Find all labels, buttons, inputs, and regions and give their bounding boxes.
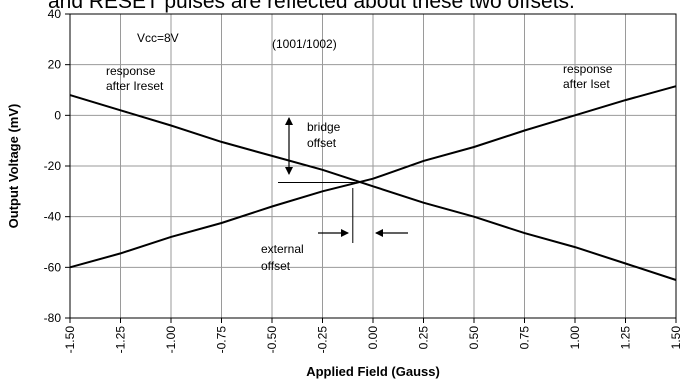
part-number-annotation: (1001/1002) [272,37,337,51]
reset-label-line-1: response [106,64,156,78]
y-axis-ticks: -80 -60 -40 -20 0 20 40 [44,7,70,325]
x-tick-label: -0.75 [215,326,229,354]
set-label-line-1: response [563,62,613,76]
y-tick-label: 40 [48,7,62,21]
x-tick-label: 0.25 [417,326,431,350]
y-tick-label: -60 [44,260,62,274]
x-tick-label: -0.25 [316,326,330,354]
x-tick-label: 0.00 [366,326,380,350]
y-tick-label: -40 [44,210,62,224]
y-axis-label: Output Voltage (mV) [6,104,21,229]
x-tick-label: 1.00 [568,326,582,350]
x-tick-label: -0.50 [265,326,279,354]
x-axis-label: Applied Field (Gauss) [306,364,440,379]
bridge-offset-line-2: offset [307,136,337,150]
bridge-offset-line-1: bridge [307,120,341,134]
x-tick-label: 1.50 [669,326,682,350]
external-offset-line-2: offset [261,259,291,273]
y-tick-label: -80 [44,311,62,325]
y-tick-label: -20 [44,159,62,173]
reset-label-line-2: after Ireset [106,79,164,93]
x-tick-label: 0.50 [467,326,481,350]
x-axis-ticks: -1.50 -1.25 -1.00 -0.75 -0.50 -0.25 0.00 0.25 0.… [63,318,682,353]
vcc-annotation: Vcc=8V [137,31,179,45]
x-tick-label: -1.50 [63,326,77,354]
x-tick-label: -1.00 [164,326,178,354]
series-group [69,85,677,281]
grid-lines [69,13,677,319]
x-tick-label: -1.25 [114,326,128,354]
x-tick-label: 0.75 [518,326,532,350]
y-tick-label: 0 [54,108,61,122]
set-label-line-2: after Iset [563,77,610,91]
series-line-reset [69,94,677,281]
series-line-set [69,85,677,269]
caption-text: and RESET pulses are reflected about the… [48,0,575,13]
y-tick-label: 20 [48,58,62,72]
external-offset-line-1: external [261,242,304,256]
x-tick-label: 1.25 [619,326,633,350]
